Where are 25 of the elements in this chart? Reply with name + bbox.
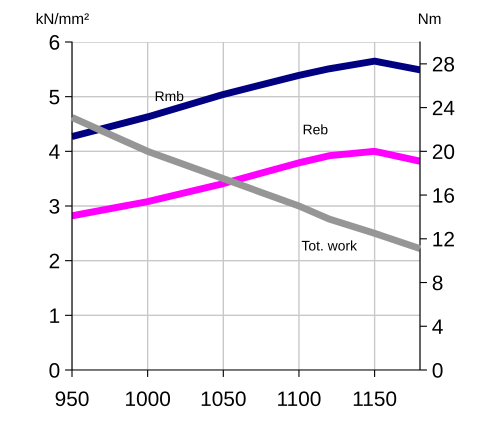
y-tick-label: 2 [50, 254, 60, 268]
y-tick-label: 4 [49, 144, 60, 159]
y2-tick-label: 0 [432, 363, 443, 378]
series-label: Tot. work [302, 240, 358, 251]
y2-tick-label: 4 [432, 319, 443, 334]
x-tick-label: 1150 [354, 391, 396, 406]
y-tick-label: 0 [49, 363, 60, 378]
y-tick-label: 6 [50, 35, 60, 50]
x-tick-label: 1100 [278, 391, 321, 406]
y-tick-label: 1 [50, 308, 60, 323]
x-tick-label: 950 [56, 391, 89, 406]
y2-tick-label: 8 [432, 276, 442, 290]
y-tick-label: 5 [49, 90, 60, 104]
y2-tick-label: 12 [433, 232, 454, 246]
y2-tick-label: 20 [432, 144, 454, 160]
y2-tick-label: 24 [432, 100, 454, 116]
x-tick-label: 1000 [126, 391, 170, 406]
series-label: Reb [304, 124, 328, 134]
y-axis-title: kN/mm² [36, 12, 89, 24]
y2-tick-label: 28 [432, 56, 454, 72]
y-tick-label: 3 [49, 199, 60, 214]
y2-axis-title: Nm [418, 13, 440, 24]
y2-tick-label: 16 [433, 188, 454, 203]
x-tick-label: 1050 [202, 391, 246, 406]
series-label: Rmb [156, 90, 184, 102]
